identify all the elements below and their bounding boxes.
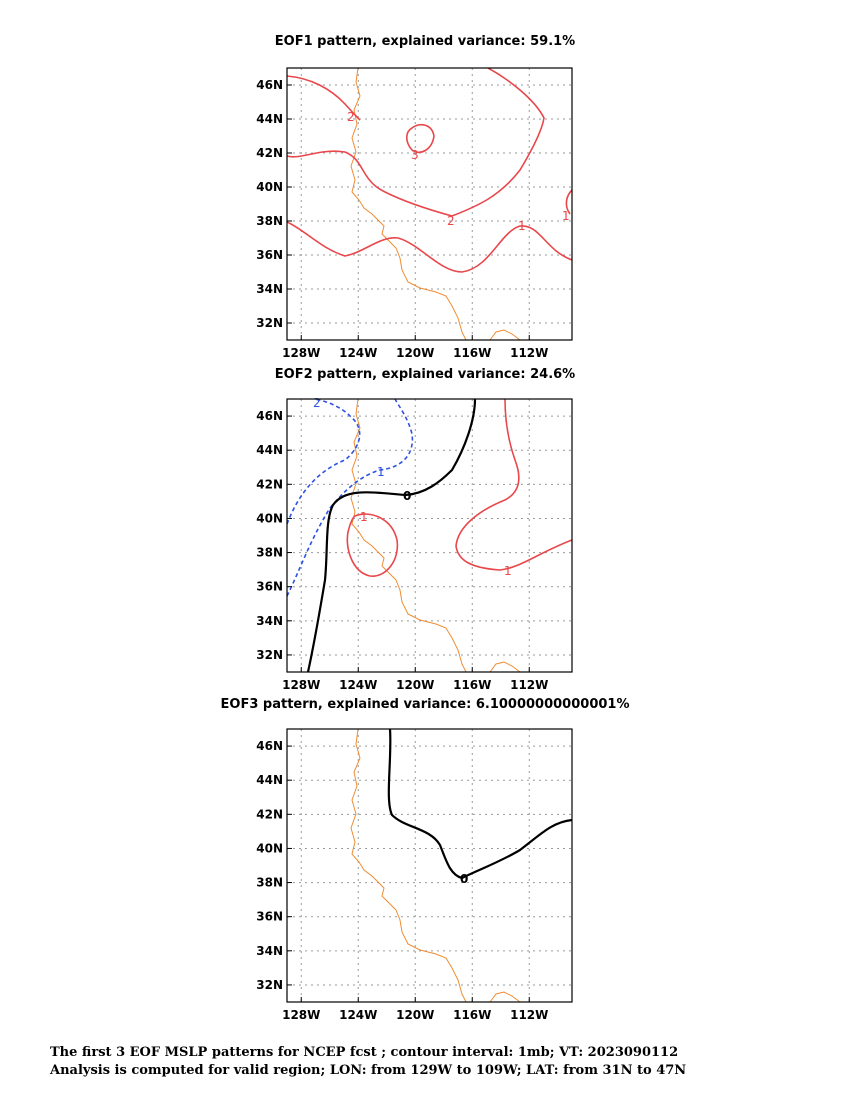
contour-label: 1 <box>518 219 526 233</box>
eof3-contours <box>387 728 573 880</box>
contour-label: 2 <box>447 214 455 228</box>
contour-3-ring <box>405 123 435 154</box>
contour-pos1-east <box>455 398 573 571</box>
lon-tick-label: 124W <box>339 1008 377 1022</box>
coastline-inner <box>489 661 521 673</box>
lat-tick-label: 44N <box>256 112 283 126</box>
lat-tick-label: 34N <box>256 614 283 628</box>
lat-tick-label: 44N <box>256 773 283 787</box>
eof2-lat-ticks: 46N 44N 42N 40N 38N 36N 34N 32N <box>256 409 292 662</box>
coastline <box>350 728 467 1003</box>
coastline-inner <box>489 329 521 341</box>
lat-tick-label: 46N <box>256 409 283 423</box>
eof1-lon-ticks: 128W 124W 120W 116W 112W <box>282 335 548 360</box>
eof2-contours <box>286 398 573 673</box>
lat-tick-label: 44N <box>256 443 283 457</box>
eof3-coastline <box>350 728 521 1003</box>
lon-tick-label: 116W <box>453 1008 491 1022</box>
eof1-contours <box>286 67 573 273</box>
eof3-lon-ticks: 128W 124W 120W 116W 112W <box>282 997 548 1022</box>
contour-label: 1 <box>377 465 385 479</box>
contour-label: 1 <box>562 209 570 223</box>
eof2-contour-labels: 2 1 0 1 1 <box>313 396 512 578</box>
lat-tick-label: 38N <box>256 876 283 890</box>
lon-tick-label: 124W <box>339 678 377 692</box>
lon-tick-label: 128W <box>282 678 320 692</box>
contour-neg1 <box>286 398 414 597</box>
lat-tick-label: 32N <box>256 316 283 330</box>
coastline <box>350 67 467 341</box>
eof1-frame <box>286 67 573 341</box>
lat-tick-label: 42N <box>256 477 283 491</box>
eof1-title: EOF1 pattern, explained variance: 59.1% <box>274 34 576 49</box>
lat-tick-label: 32N <box>256 978 283 992</box>
lat-tick-label: 42N <box>256 146 283 160</box>
contour-1-east <box>565 189 573 215</box>
lon-tick-label: 128W <box>282 346 320 360</box>
lat-tick-label: 42N <box>256 807 283 821</box>
eof3-contour-labels: 0 <box>460 872 468 886</box>
lat-tick-label: 40N <box>256 511 283 525</box>
lat-tick-label: 40N <box>256 180 283 194</box>
eof1-lat-ticks: 46N 44N 42N 40N 38N 36N 34N 32N <box>256 78 292 330</box>
contour-label: 3 <box>411 148 419 162</box>
lat-tick-label: 38N <box>256 546 283 560</box>
caption-line-2: Analysis is computed for valid region; L… <box>50 1063 687 1078</box>
coastline <box>350 398 467 673</box>
eof3-title: EOF3 pattern, explained variance: 6.1000… <box>220 697 630 712</box>
lon-tick-label: 124W <box>339 346 377 360</box>
lat-tick-label: 46N <box>256 78 283 92</box>
lon-tick-label: 128W <box>282 1008 320 1022</box>
contour-label: 0 <box>403 489 411 503</box>
lat-tick-label: 46N <box>256 739 283 753</box>
contour-label: 0 <box>460 872 468 886</box>
contour-label: 2 <box>313 396 321 410</box>
eof1-coastline <box>350 67 521 341</box>
caption-line-1: The first 3 EOF MSLP patterns for NCEP f… <box>50 1045 679 1060</box>
contour-pos1-ring <box>346 513 399 577</box>
lat-tick-label: 34N <box>256 944 283 958</box>
lat-tick-label: 34N <box>256 282 283 296</box>
lon-tick-label: 112W <box>510 1008 548 1022</box>
lon-tick-label: 120W <box>396 1008 434 1022</box>
eof3-grid <box>287 729 572 1002</box>
contour-neg2 <box>286 398 361 525</box>
lat-tick-label: 32N <box>256 648 283 662</box>
eof2-coastline <box>350 398 521 673</box>
contour-2-main <box>286 67 545 217</box>
eof2-frame <box>286 398 573 673</box>
lat-tick-label: 38N <box>256 214 283 228</box>
eof2-title: EOF2 pattern, explained variance: 24.6% <box>274 367 576 382</box>
lon-tick-label: 112W <box>510 346 548 360</box>
lat-tick-label: 40N <box>256 841 283 855</box>
eof3-frame <box>286 728 573 1003</box>
contour-label: 1 <box>504 564 512 578</box>
lon-tick-label: 120W <box>396 678 434 692</box>
eof2-lon-ticks: 128W 124W 120W 116W 112W <box>282 667 548 692</box>
lat-tick-label: 36N <box>256 580 283 594</box>
contour-zero <box>387 728 573 880</box>
contour-zero <box>306 398 477 673</box>
eof1-contour-labels: 2 3 2 1 1 <box>347 110 570 233</box>
eof3-lat-ticks: 46N 44N 42N 40N 38N 36N 34N 32N <box>256 739 292 992</box>
lon-tick-label: 120W <box>396 346 434 360</box>
contour-label: 1 <box>360 510 368 524</box>
lon-tick-label: 112W <box>510 678 548 692</box>
lon-tick-label: 116W <box>453 346 491 360</box>
lat-tick-label: 36N <box>256 910 283 924</box>
lon-tick-label: 116W <box>453 678 491 692</box>
contour-label: 2 <box>347 110 355 124</box>
contour-2-north <box>286 75 361 121</box>
coastline-inner <box>489 991 521 1003</box>
contour-1 <box>286 221 573 273</box>
lat-tick-label: 36N <box>256 248 283 262</box>
